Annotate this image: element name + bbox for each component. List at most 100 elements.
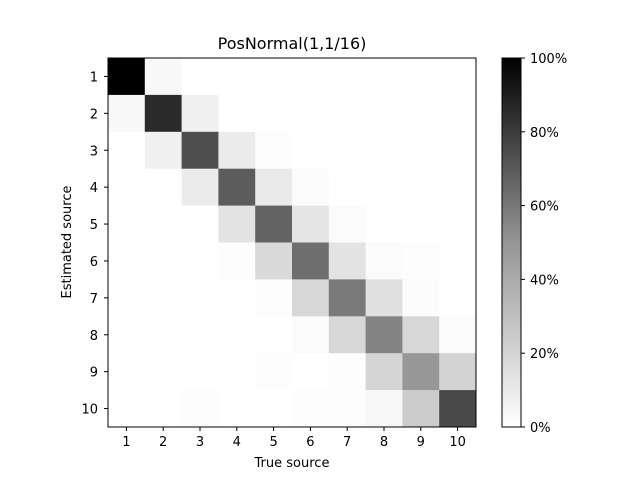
- colorbar-tick-label: 40%: [530, 273, 559, 288]
- heatmap-cell: [402, 316, 440, 354]
- plot-frame: [107, 57, 477, 428]
- x-tick-label: 5: [269, 435, 277, 450]
- heatmap-cell: [402, 58, 440, 96]
- heatmap-cell: [439, 94, 477, 133]
- heatmap-cell: [402, 353, 440, 391]
- y-tick-label: 1: [90, 70, 98, 85]
- heatmap-cell: [218, 168, 256, 206]
- heatmap-cell: [181, 58, 219, 96]
- heatmap-cell: [402, 168, 440, 206]
- colorbar: [501, 57, 522, 428]
- colorbar-tick-label: 80%: [530, 126, 559, 141]
- heatmap-cell: [292, 131, 330, 170]
- heatmap-cell: [181, 353, 219, 391]
- heatmap-cell: [292, 390, 330, 428]
- chart-title: PosNormal(1,1/16): [218, 34, 367, 53]
- x-tick-label: 3: [196, 435, 204, 450]
- heatmap-cell: [255, 205, 293, 243]
- x-tick-label: 7: [343, 435, 351, 450]
- heatmap-cell: [365, 242, 403, 280]
- y-axis: 1 2 3 4 5 6 7 8 9 10: [81, 70, 108, 418]
- heatmap-cell: [365, 390, 403, 428]
- heatmap-cell: [292, 58, 330, 96]
- heatmap-cell: [439, 168, 477, 206]
- heatmap-cell: [328, 131, 366, 170]
- heatmap-cell: [328, 279, 366, 317]
- colorbar-tick-label: 0%: [530, 421, 551, 436]
- heatmap-cell: [181, 205, 219, 243]
- heatmap-cell: [402, 242, 440, 280]
- colorbar-tick-label: 100%: [530, 52, 567, 67]
- heatmap-cell: [181, 242, 219, 280]
- heatmap-cell: [328, 205, 366, 243]
- x-tick-label: 6: [306, 435, 314, 450]
- heatmap-cell: [255, 131, 293, 170]
- x-tick-label: 8: [380, 435, 388, 450]
- y-axis-label: Estimated source: [60, 186, 75, 299]
- x-axis-label: True source: [254, 456, 330, 471]
- heatmap-cell: [108, 58, 146, 96]
- x-tick-label: 4: [233, 435, 241, 450]
- y-tick-label: 6: [90, 255, 98, 270]
- y-tick-label: 10: [81, 403, 98, 418]
- heatmap-cell: [181, 131, 219, 170]
- heatmap-cell: [439, 242, 477, 280]
- heatmap-cell: [402, 390, 440, 428]
- heatmap-cell: [292, 353, 330, 391]
- heatmap-cell: [402, 94, 440, 133]
- heatmap-cell: [108, 168, 146, 206]
- heatmap-cell: [402, 279, 440, 317]
- heatmap-cell: [144, 242, 182, 280]
- heatmap-cell: [328, 242, 366, 280]
- heatmap-cell: [108, 316, 146, 354]
- heatmap-cell: [328, 58, 366, 96]
- heatmap-cell: [328, 390, 366, 428]
- x-tick-label: 1: [122, 435, 130, 450]
- heatmap-cell: [292, 205, 330, 243]
- heatmap-cell: [218, 205, 256, 243]
- heatmap-cell: [365, 131, 403, 170]
- heatmap-cell: [255, 168, 293, 206]
- colorbar-tick-label: 20%: [530, 347, 559, 362]
- y-tick-label: 4: [90, 181, 98, 196]
- x-tick-label: 9: [417, 435, 425, 450]
- heatmap-cell: [255, 279, 293, 317]
- heatmap-cell: [439, 131, 477, 170]
- heatmap-cell: [181, 168, 219, 206]
- heatmap-cell: [108, 279, 146, 317]
- heatmap-cell: [365, 58, 403, 96]
- heatmap-cell: [255, 242, 293, 280]
- heatmap-cell: [144, 131, 182, 170]
- heatmap-cell: [181, 279, 219, 317]
- heatmap-cell: [181, 316, 219, 354]
- y-tick-label: 3: [90, 144, 98, 159]
- colorbar-axis: 0% 20% 40% 60% 80% 100%: [521, 52, 567, 436]
- heatmap-cell: [365, 168, 403, 206]
- heatmap-cells: [108, 58, 477, 428]
- heatmap-cell: [365, 205, 403, 243]
- heatmap-cell: [108, 131, 146, 170]
- heatmap-cell: [292, 242, 330, 280]
- heatmap-cell: [439, 205, 477, 243]
- y-tick-label: 2: [90, 107, 98, 122]
- heatmap-cell: [218, 316, 256, 354]
- heatmap-cell: [218, 242, 256, 280]
- heatmap-cell: [255, 316, 293, 354]
- heatmap-cell: [292, 168, 330, 206]
- heatmap-cell: [439, 390, 477, 428]
- heatmap-cell: [292, 94, 330, 133]
- heatmap-cell: [255, 353, 293, 391]
- heatmap-cell: [108, 94, 146, 133]
- heatmap-cell: [108, 242, 146, 280]
- heatmap-cell: [108, 205, 146, 243]
- heatmap-cell: [255, 58, 293, 96]
- y-tick-label: 9: [90, 366, 98, 381]
- heatmap-cell: [181, 94, 219, 133]
- heatmap-cell: [328, 316, 366, 354]
- heatmap-cell: [402, 205, 440, 243]
- heatmap-cell: [144, 168, 182, 206]
- heatmap-cell: [328, 168, 366, 206]
- y-tick-label: 5: [90, 218, 98, 233]
- colorbar-tick-label: 60%: [530, 200, 559, 215]
